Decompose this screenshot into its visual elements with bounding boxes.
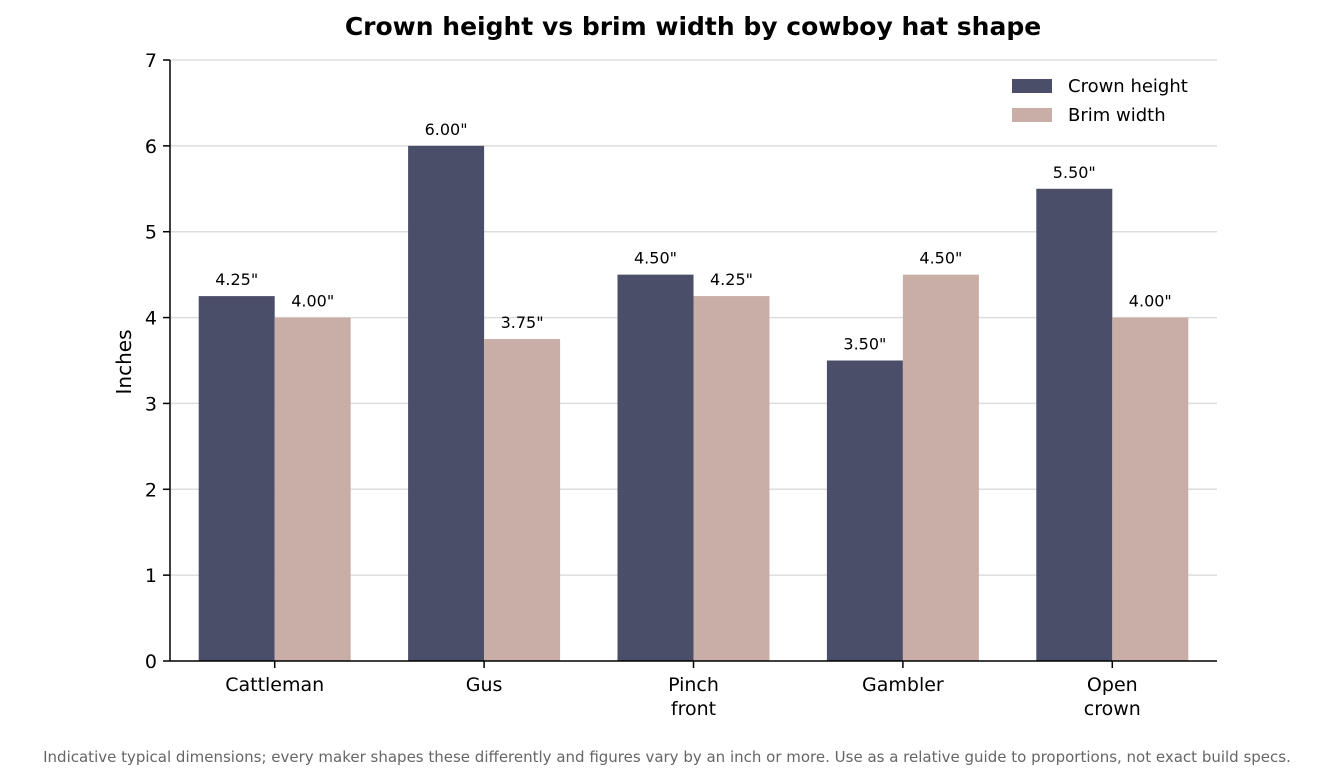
- bars: [198, 145, 1189, 662]
- data-label: 3.50": [843, 335, 886, 354]
- data-label: 4.50": [634, 249, 677, 268]
- data-label: 4.25": [710, 270, 753, 289]
- y-tick-label: 5: [145, 222, 157, 244]
- bar-brim-width: [274, 317, 351, 661]
- y-tick-label: 1: [145, 565, 157, 587]
- y-tick-label: 7: [145, 50, 157, 72]
- legend-label: Crown height: [1068, 76, 1188, 97]
- x-tick-label: Gus: [466, 674, 503, 696]
- chart-title: Crown height vs brim width by cowboy hat…: [345, 12, 1041, 41]
- x-tick-label: Open: [1087, 674, 1138, 696]
- bar-crown-height: [826, 360, 903, 661]
- bar-crown-height: [408, 145, 485, 661]
- x-tick-label: crown: [1084, 698, 1141, 720]
- bar-brim-width: [1112, 317, 1189, 661]
- x-tick-label: Gambler: [862, 674, 944, 696]
- x-tick-label: front: [671, 698, 716, 720]
- x-tick-label: Cattleman: [225, 674, 324, 696]
- footnote: Indicative typical dimensions; every mak…: [43, 748, 1291, 766]
- data-label: 6.00": [425, 120, 468, 139]
- bar-crown-height: [1036, 188, 1113, 662]
- data-label: 4.00": [1129, 292, 1172, 311]
- legend-swatch: [1012, 108, 1052, 122]
- bar-brim-width: [484, 339, 561, 661]
- y-tick-label: 2: [145, 479, 157, 501]
- y-tick-label: 3: [145, 393, 157, 415]
- x-tick-label: Pinch: [668, 674, 719, 696]
- y-tick-label: 0: [145, 651, 157, 673]
- bar-crown-height: [198, 296, 275, 661]
- legend: Crown height Brim width: [1012, 76, 1188, 126]
- y-tick-label: 6: [145, 136, 157, 158]
- data-label: 3.75": [501, 313, 544, 332]
- data-label: 4.25": [215, 270, 258, 289]
- y-axis-label: Inches: [112, 330, 136, 395]
- bar-crown-height: [617, 274, 694, 661]
- data-label: 5.50": [1053, 163, 1096, 182]
- legend-swatch: [1012, 79, 1052, 93]
- data-labels: 4.25" 4.00" 6.00" 3.75" 4.50" 4.25" 3.50" 4.50"…: [215, 120, 1172, 354]
- bar-brim-width: [902, 274, 979, 661]
- legend-label: Brim width: [1068, 105, 1166, 126]
- y-ticks: 0 1 2 3 4 5 6 7: [145, 50, 170, 673]
- y-tick-label: 4: [145, 308, 157, 330]
- data-label: 4.50": [919, 249, 962, 268]
- data-label: 4.00": [291, 292, 334, 311]
- bar-brim-width: [693, 296, 770, 661]
